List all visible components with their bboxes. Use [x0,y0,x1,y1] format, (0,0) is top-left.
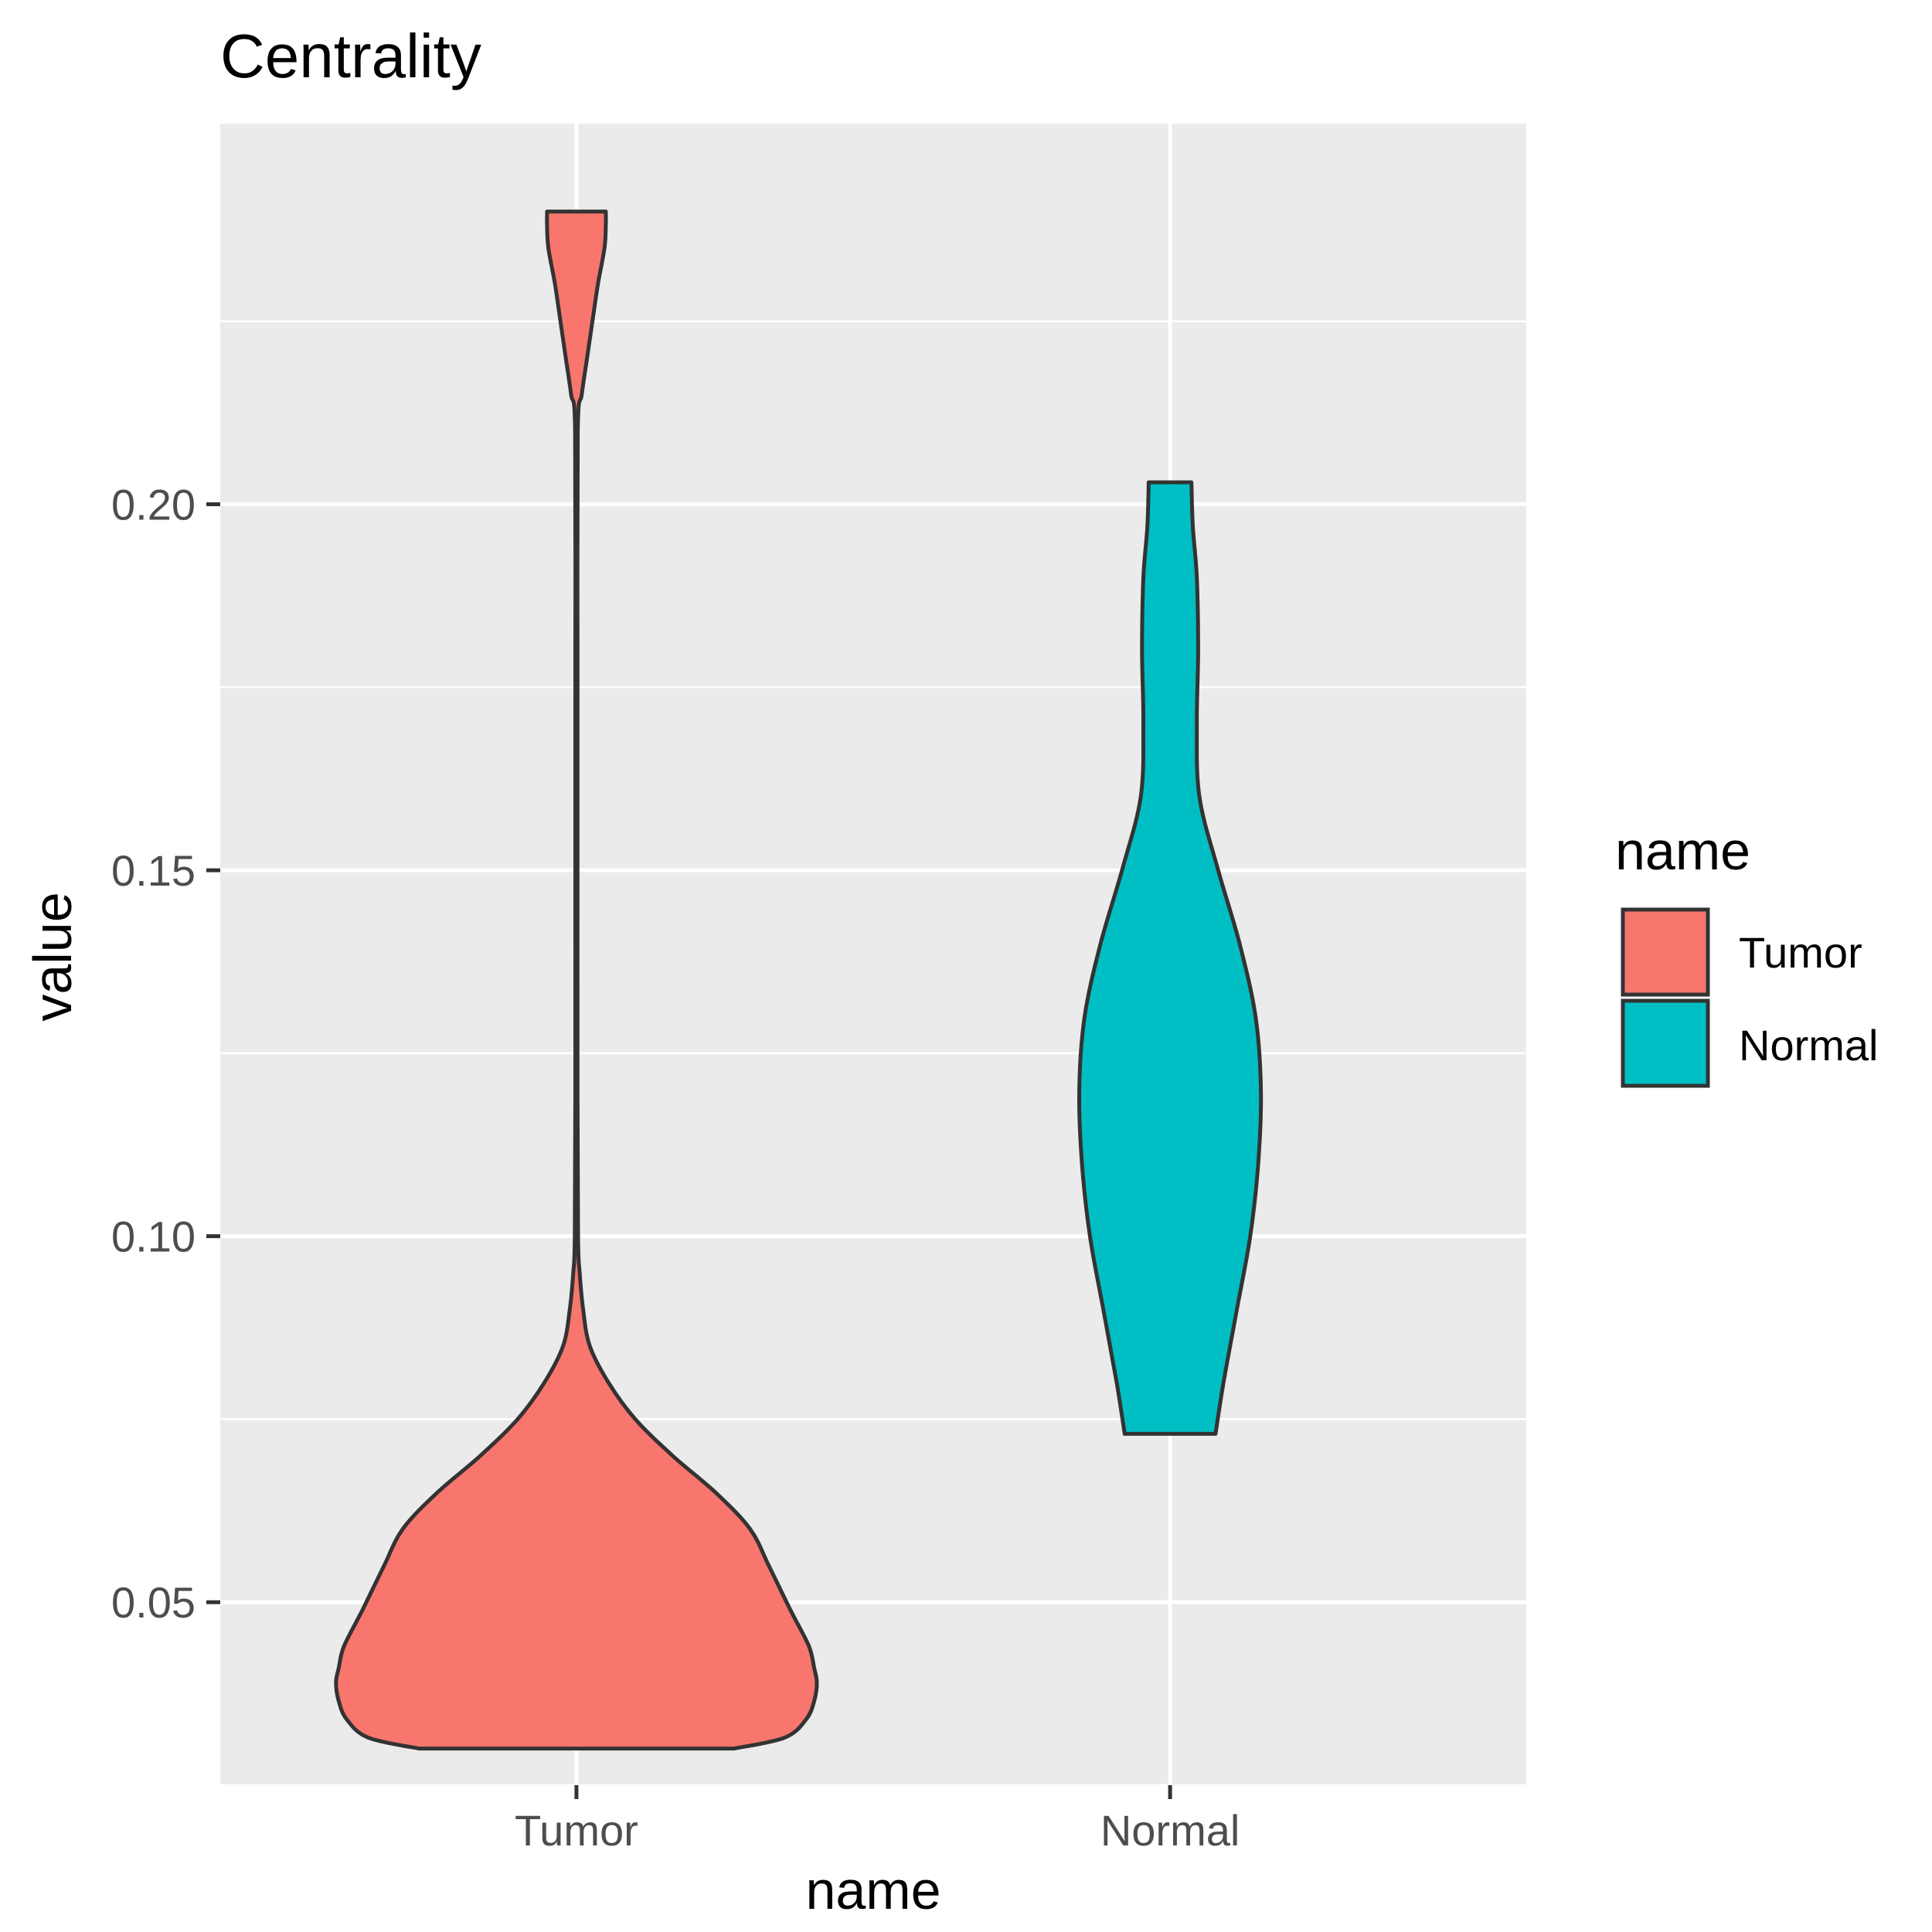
y-tick-label: 0.15 [111,846,196,895]
violin-layer [334,209,1264,1751]
x-tick-label: Tumor [515,1806,638,1855]
legend-label-normal: Normal [1739,1021,1878,1070]
y-tick-label: 0.20 [111,481,196,529]
x-axis-title: name [805,1860,940,1920]
legend-key-tumor [1621,907,1710,997]
legend-title: name [1615,821,1750,881]
axes: 0.05 0.10 0.15 0.20 Tumor Normal [111,481,1240,1855]
legend-item-tumor: Tumor [1621,907,1862,997]
legend-label-tumor: Tumor [1739,928,1862,977]
x-tick-label: Normal [1100,1806,1240,1855]
legend: name Tumor Normal [1615,821,1878,1088]
y-tick-label: 0.05 [111,1578,196,1627]
chart-title: Centrality [220,22,481,90]
y-tick-label: 0.10 [111,1213,196,1261]
legend-item-normal: Normal [1621,998,1878,1088]
legend-key-normal [1621,998,1710,1088]
y-axis-title: value [22,892,83,1021]
violin-tumor [334,209,819,1751]
violin-normal [1077,480,1264,1436]
